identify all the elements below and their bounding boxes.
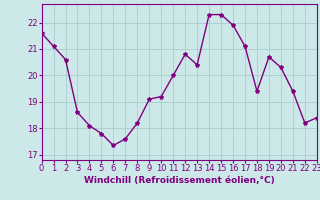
X-axis label: Windchill (Refroidissement éolien,°C): Windchill (Refroidissement éolien,°C)	[84, 176, 275, 185]
